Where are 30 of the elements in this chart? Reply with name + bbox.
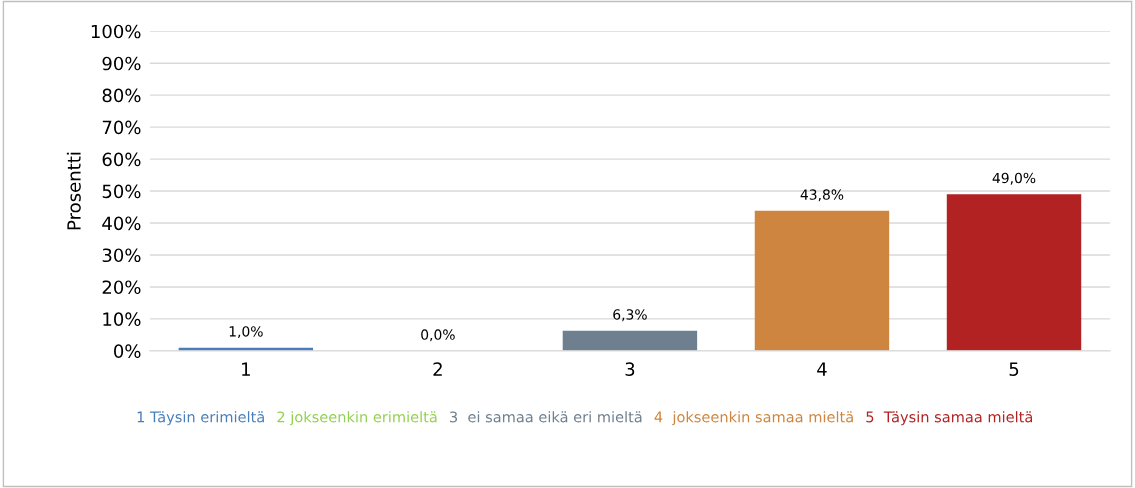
y-tick-label: 0% [114, 344, 141, 358]
bar [946, 194, 1082, 351]
data-label: 0,0% [421, 329, 455, 342]
data-label: 6,3% [613, 309, 647, 322]
bar [754, 210, 890, 351]
y-tick-label: 70% [102, 120, 141, 135]
text: 3 ei samaa eikä eri mieltä [450, 411, 642, 423]
text: 1 Täysin erimieltä [137, 411, 264, 426]
y-tick-label: 10% [103, 312, 141, 327]
y-tick-label: 30% [102, 248, 141, 263]
y-tick-label: 20% [102, 280, 141, 295]
y-tick-label: 60% [102, 152, 141, 167]
text: 4 jokseenkin samaa mieltä [654, 411, 853, 426]
text: 5 Täysin samaa mieltä [866, 411, 1032, 426]
y-axis-title: Prosentti [66, 152, 81, 230]
y-tick-label: 40% [102, 216, 141, 231]
x-tick-label: 3 [625, 362, 635, 376]
y-tick-label: 50% [102, 184, 141, 199]
data-label: 43,8% [800, 189, 844, 202]
text: 2 jokseenkin erimieltä [277, 411, 437, 426]
y-tick-label: 80% [102, 88, 141, 103]
data-label: 49,0% [992, 172, 1036, 185]
x-tick-label: 4 [817, 362, 827, 376]
x-tick-label: 1 [242, 362, 250, 376]
y-tick-label: 90% [102, 56, 141, 71]
bar [562, 330, 698, 351]
data-label: 1,0% [229, 326, 263, 339]
y-tick-label: 100% [91, 24, 141, 39]
x-tick-label: 5 [1009, 362, 1019, 376]
x-tick-label: 2 [433, 362, 442, 376]
